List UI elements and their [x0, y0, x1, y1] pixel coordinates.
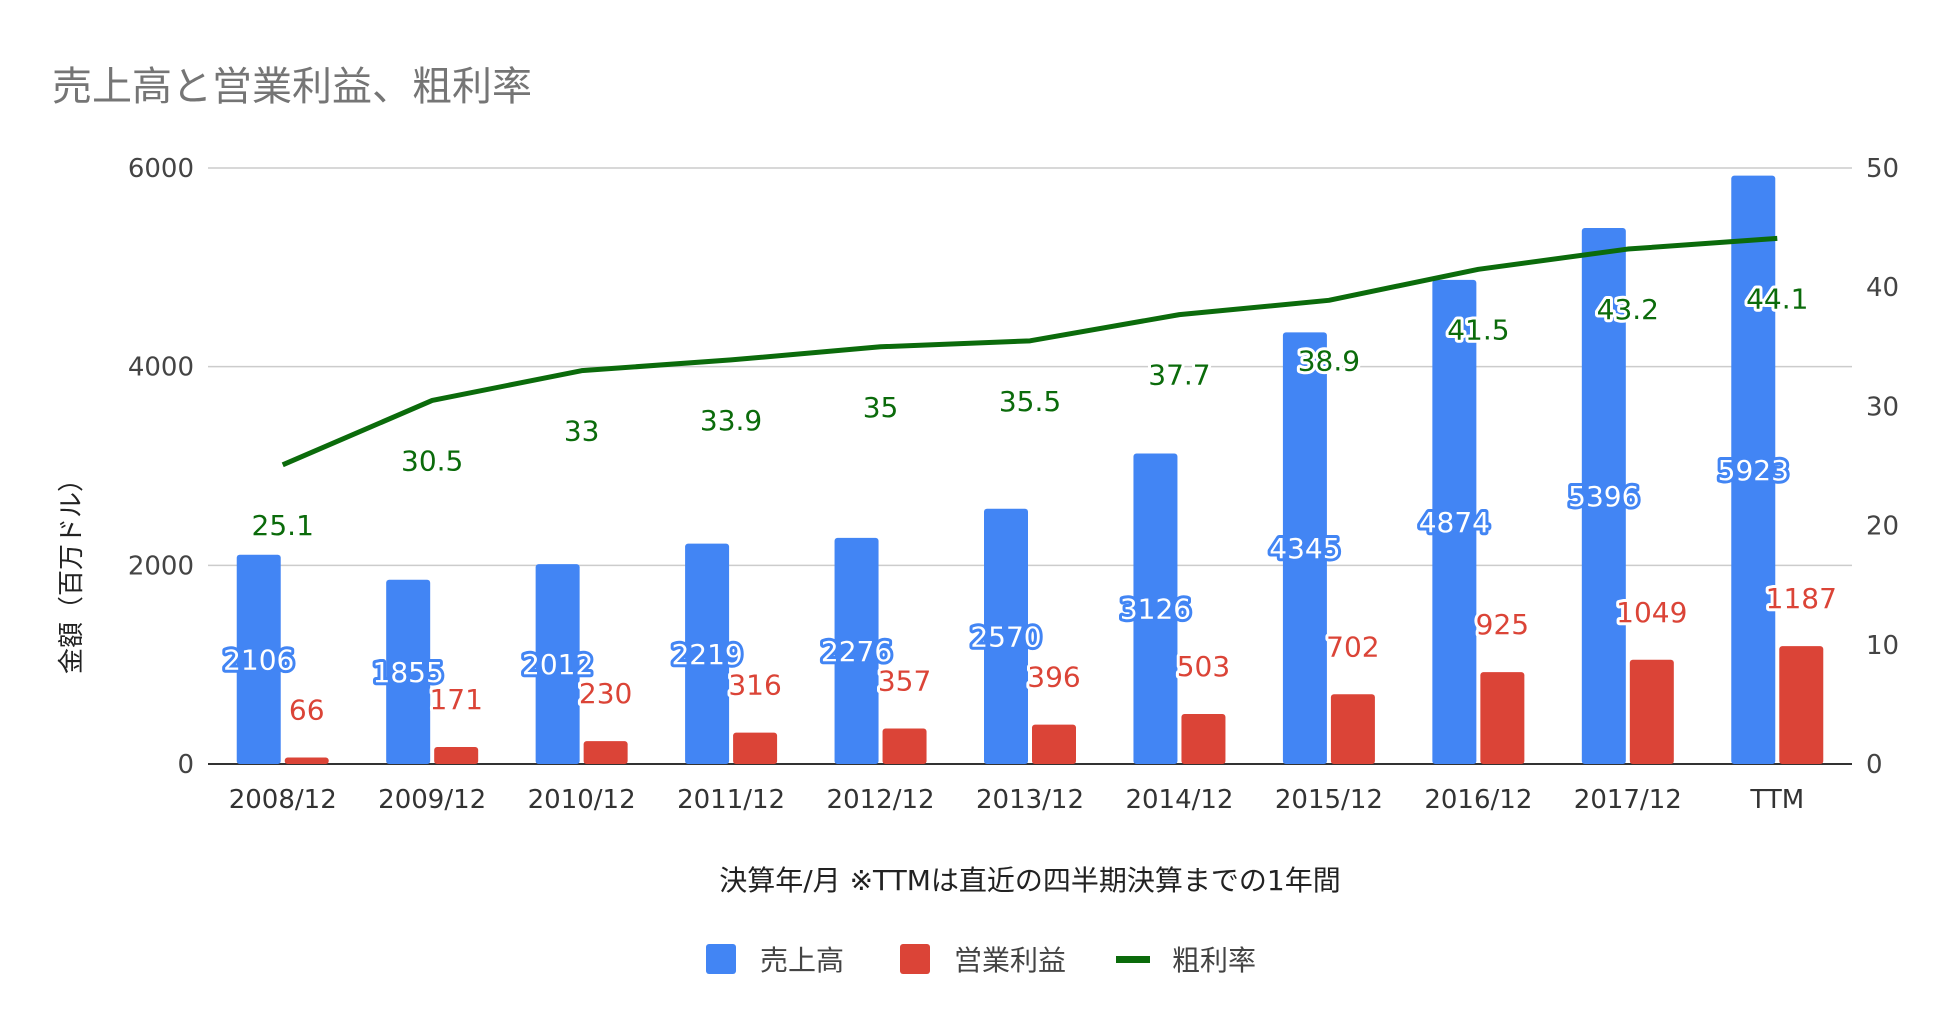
line-series-group: [281, 235, 1778, 468]
bar-sales: [1432, 279, 1477, 764]
bar-sales: [1133, 453, 1178, 764]
data-label-operating-profit: 357: [878, 665, 931, 698]
data-label-gross-margin: 25.1: [252, 509, 314, 542]
left-axis-ticks: 0 2000 4000 6000: [128, 154, 194, 780]
data-label-sales: 4345: [1269, 532, 1340, 565]
bar-operating-profit: [1330, 694, 1375, 764]
legend: 売上高 営業利益 粗利率: [706, 944, 1256, 977]
x-tick-label: 2016/12: [1424, 785, 1532, 815]
y-tick-label: 6000: [128, 154, 194, 184]
data-label-sales: 2276: [821, 635, 892, 668]
bar-sales: [834, 537, 879, 764]
data-label-gross-margin: 30.5: [401, 444, 463, 477]
x-tick-label: 2008/12: [229, 785, 337, 815]
x-tick-label: 2011/12: [677, 785, 785, 815]
data-label-gross-margin: 33.9: [700, 404, 762, 437]
data-label-gross-margin: 44.1: [1746, 282, 1808, 315]
data-label-operating-profit: 925: [1476, 608, 1529, 641]
y-right-tick-label: 0: [1866, 750, 1883, 780]
data-labels-group: 2106 1855 2012 2219 2276 2570 3126 4345 4874 5396…: [220, 279, 1840, 729]
x-tick-label: 2017/12: [1574, 785, 1682, 815]
data-label-operating-profit: 171: [429, 683, 482, 716]
bar-operating-profit: [1480, 672, 1525, 764]
bar-operating-profit: [284, 757, 329, 764]
data-label-gross-margin: 38.9: [1298, 344, 1360, 377]
bar-sales: [236, 554, 281, 764]
legend-line-swatch: [1116, 956, 1150, 963]
data-label-operating-profit: 66: [289, 693, 325, 726]
bar-operating-profit: [1032, 724, 1076, 764]
bar-operating-profit: [1629, 659, 1674, 764]
data-label-gross-margin: 35.5: [999, 385, 1061, 418]
data-label-operating-profit: 503: [1177, 650, 1230, 683]
legend-swatch: [900, 944, 930, 974]
chart-title: 売上高と営業利益、粗利率: [52, 64, 532, 110]
data-label-operating-profit: 316: [728, 669, 781, 702]
bar-sales: [1282, 332, 1327, 764]
data-label-gross-margin: 37.7: [1148, 359, 1210, 392]
y-right-tick-label: 10: [1866, 631, 1899, 661]
x-axis-label: 決算年/月 ※TTMは直近の四半期決算までの1年間: [719, 864, 1341, 897]
y-axis-label: 金額（百万ドル）: [57, 466, 87, 674]
data-label-operating-profit: 396: [1027, 661, 1080, 694]
x-tick-label: 2014/12: [1125, 785, 1233, 815]
x-tick-label: TTM: [1749, 785, 1804, 815]
data-label-operating-profit: 230: [579, 677, 632, 710]
x-tick-label: 2010/12: [528, 785, 636, 815]
y-right-tick-label: 50: [1866, 154, 1899, 184]
x-tick-label: 2015/12: [1275, 785, 1383, 815]
data-label-operating-profit: 1187: [1766, 582, 1837, 615]
y-right-tick-label: 30: [1866, 392, 1899, 422]
line-gross-margin: [281, 235, 1778, 468]
y-tick-label: 0: [177, 750, 194, 780]
data-label-gross-margin: 41.5: [1447, 313, 1509, 346]
data-label-sales: 4874: [1419, 506, 1490, 539]
data-label-sales: 2219: [671, 638, 742, 671]
data-label-sales: 5923: [1718, 454, 1789, 487]
bar-sales: [685, 543, 730, 764]
legend-label: 売上高: [760, 944, 844, 977]
legend-label: 営業利益: [954, 944, 1066, 977]
data-label-sales: 2570: [970, 620, 1041, 653]
gridlines: [208, 167, 1852, 765]
legend-swatch: [706, 944, 736, 974]
data-label-sales: 1855: [373, 656, 444, 689]
data-label-gross-margin: 43.2: [1597, 293, 1659, 326]
bar-operating-profit: [434, 747, 479, 764]
x-axis-ticks: 2008/12 2009/12 2010/12 2011/12 2012/12 2013/…: [229, 785, 1804, 815]
x-tick-label: 2012/12: [827, 785, 935, 815]
data-label-sales: 2012: [522, 648, 593, 681]
data-label-operating-profit: 702: [1326, 630, 1379, 663]
x-tick-label: 2009/12: [378, 785, 486, 815]
bar-sales: [1731, 175, 1776, 764]
x-tick-label: 2013/12: [976, 785, 1084, 815]
data-label-sales: 2106: [223, 643, 294, 676]
bar-operating-profit: [733, 732, 778, 764]
bar-operating-profit: [1779, 646, 1824, 764]
bar-operating-profit: [1181, 714, 1226, 764]
data-label-sales: 5396: [1568, 480, 1639, 513]
right-axis-ticks: 0 10 20 30 40 50: [1866, 154, 1899, 780]
bar-sales: [386, 579, 431, 764]
data-label-sales: 3126: [1120, 593, 1191, 626]
y-right-tick-label: 40: [1866, 273, 1899, 303]
bar-sales: [1581, 227, 1626, 765]
y-tick-label: 4000: [128, 353, 194, 383]
y-right-tick-label: 20: [1866, 512, 1899, 542]
y-tick-label: 2000: [128, 551, 194, 581]
data-label-operating-profit: 1049: [1616, 596, 1687, 629]
data-label-gross-margin: 33: [564, 415, 600, 448]
bar-operating-profit: [882, 728, 927, 764]
legend-label: 粗利率: [1172, 944, 1256, 977]
bar-operating-profit: [583, 741, 628, 764]
bars-group: [236, 175, 1824, 765]
data-label-gross-margin: 35: [863, 391, 899, 424]
bar-sales: [535, 564, 580, 764]
bar-sales: [984, 508, 1028, 764]
